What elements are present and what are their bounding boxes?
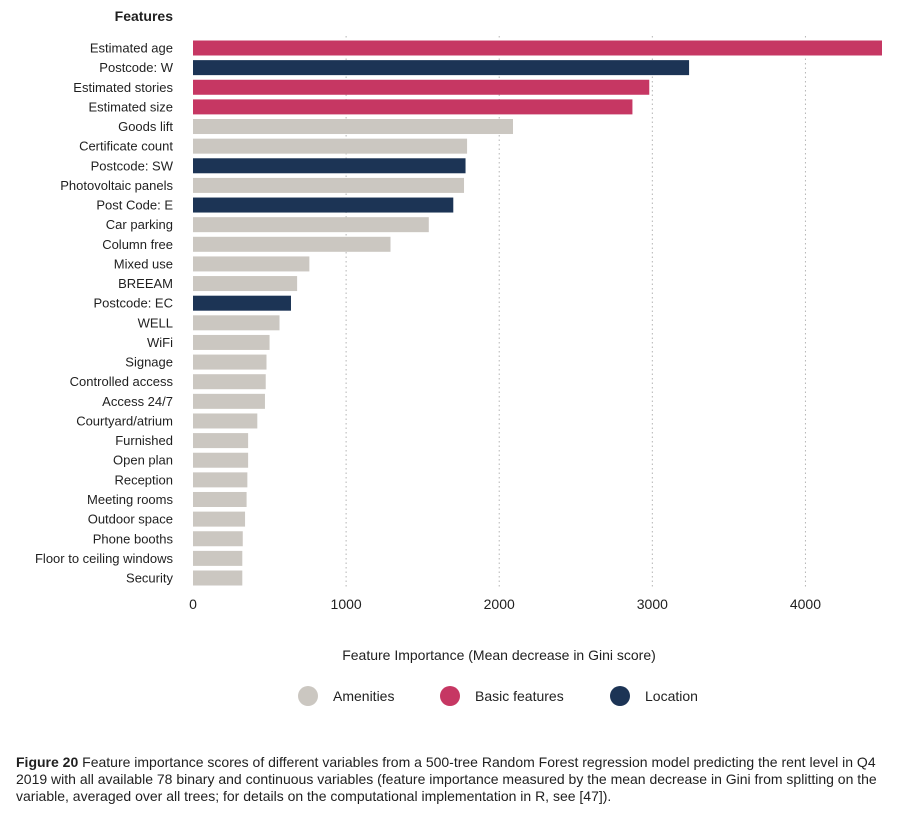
category-label-6: Postcode: SW xyxy=(91,158,174,173)
category-label-2: Estimated stories xyxy=(73,80,173,95)
bars-group xyxy=(193,40,882,586)
category-label-7: Photovoltaic panels xyxy=(60,178,173,193)
category-label-26: Floor to ceiling windows xyxy=(35,551,174,566)
category-label-23: Meeting rooms xyxy=(87,492,173,507)
bar-4 xyxy=(193,119,513,135)
bar-15 xyxy=(193,334,270,350)
bar-10 xyxy=(193,236,391,252)
category-label-21: Open plan xyxy=(113,453,173,468)
category-label-4: Goods lift xyxy=(118,119,173,134)
y-axis-title: Features xyxy=(115,8,174,24)
category-label-13: Postcode: EC xyxy=(94,296,174,311)
bar-17 xyxy=(193,374,266,390)
category-label-27: Security xyxy=(126,571,173,586)
category-label-22: Reception xyxy=(114,472,173,487)
category-label-15: WiFi xyxy=(147,335,173,350)
bar-9 xyxy=(193,217,429,233)
category-label-3: Estimated size xyxy=(88,99,173,114)
legend-label-1: Basic features xyxy=(475,688,564,704)
bar-27 xyxy=(193,570,243,586)
bar-12 xyxy=(193,276,298,292)
category-label-5: Certificate count xyxy=(79,139,173,154)
legend-swatch-1 xyxy=(440,686,460,706)
bar-1 xyxy=(193,60,690,76)
bar-5 xyxy=(193,138,468,154)
bar-19 xyxy=(193,413,258,429)
x-tick-label-1: 1000 xyxy=(331,596,362,612)
category-label-10: Column free xyxy=(102,237,173,252)
category-label-20: Furnished xyxy=(115,433,173,448)
legend-label-2: Location xyxy=(645,688,698,704)
x-tick-label-2: 2000 xyxy=(484,596,515,612)
figure-label: Figure 20 xyxy=(16,754,79,770)
bar-13 xyxy=(193,295,291,311)
category-labels: Estimated age Postcode: W Estimated storie… xyxy=(35,41,174,586)
bar-3 xyxy=(193,99,633,115)
figure-caption: Figure 20 Feature importance scores of d… xyxy=(16,754,886,805)
bar-8 xyxy=(193,197,454,213)
bar-18 xyxy=(193,393,265,409)
bar-16 xyxy=(193,354,267,370)
category-label-17: Controlled access xyxy=(70,374,174,389)
category-label-0: Estimated age xyxy=(90,41,173,56)
category-label-18: Access 24/7 xyxy=(102,394,173,409)
bar-22 xyxy=(193,472,248,488)
bar-20 xyxy=(193,433,249,449)
category-label-12: BREEAM xyxy=(118,276,173,291)
x-tick-labels: 0 1000 2000 3000 4000 xyxy=(189,596,821,612)
category-label-14: WELL xyxy=(138,315,173,330)
category-label-24: Outdoor space xyxy=(88,512,173,527)
x-tick-label-3: 3000 xyxy=(637,596,668,612)
bar-24 xyxy=(193,511,246,527)
bar-23 xyxy=(193,491,247,507)
bar-21 xyxy=(193,452,249,468)
bar-7 xyxy=(193,177,465,193)
legend-swatch-2 xyxy=(610,686,630,706)
x-tick-label-0: 0 xyxy=(189,596,197,612)
category-label-9: Car parking xyxy=(106,217,173,232)
bar-0 xyxy=(193,40,882,56)
x-tick-label-4: 4000 xyxy=(790,596,821,612)
grid-lines xyxy=(345,36,806,588)
x-axis-title: Feature Importance (Mean decrease in Gin… xyxy=(342,647,656,663)
category-label-25: Phone booths xyxy=(93,531,174,546)
legend-label-0: Amenities xyxy=(333,688,394,704)
bar-14 xyxy=(193,315,280,331)
bar-2 xyxy=(193,79,650,95)
caption-text: Feature importance scores of different v… xyxy=(16,754,877,804)
category-label-16: Signage xyxy=(125,355,173,370)
bar-26 xyxy=(193,550,243,566)
bar-11 xyxy=(193,256,310,272)
category-label-19: Courtyard/atrium xyxy=(76,413,173,428)
category-label-8: Post Code: E xyxy=(96,198,173,213)
bar-25 xyxy=(193,531,243,547)
bar-6 xyxy=(193,158,466,174)
legend: Amenities Basic features Location xyxy=(298,686,698,706)
category-label-11: Mixed use xyxy=(114,256,173,271)
category-label-1: Postcode: W xyxy=(99,60,173,75)
legend-swatch-0 xyxy=(298,686,318,706)
